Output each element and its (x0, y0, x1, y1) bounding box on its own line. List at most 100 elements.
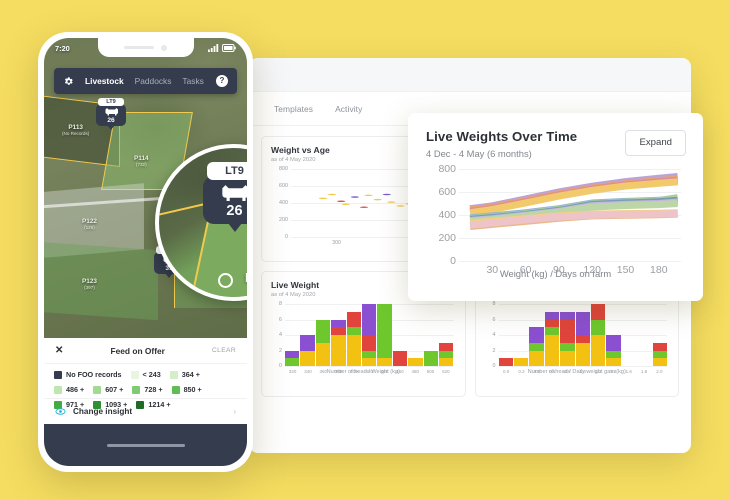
bar-segment (315, 342, 331, 366)
card-live-weights-over-time: Live Weights Over Time 4 Dec - 4 May (6 … (408, 113, 703, 301)
bar-stack[interactable] (590, 304, 606, 366)
bar-stack[interactable] (346, 304, 362, 366)
bar-stack[interactable] (423, 304, 439, 366)
bar-stack[interactable] (560, 304, 575, 366)
y-axis-tick: 4 (279, 332, 282, 338)
x-axis-tick: 1.2 (594, 369, 602, 374)
bar-stack[interactable] (439, 304, 454, 366)
bar-segment (652, 350, 667, 359)
bar-stack[interactable] (622, 304, 636, 366)
axis-caption: Number of head / Daily weight gain (kg) (527, 369, 626, 375)
gridline (459, 261, 681, 262)
bar-stack[interactable] (606, 304, 621, 366)
bar-segment (652, 342, 667, 351)
legend-item[interactable]: 971 + (54, 400, 84, 409)
legend-swatch (54, 400, 62, 409)
bar-stack[interactable] (529, 304, 544, 366)
status-time: 7:20 (55, 43, 70, 53)
bar-segment (439, 342, 454, 351)
legend-item[interactable]: 1214 + (136, 400, 171, 409)
bar-segment (560, 311, 575, 320)
livestock-pin-lt9[interactable]: LT9 26 (96, 98, 126, 126)
help-icon[interactable]: ? (216, 75, 228, 87)
legend-label: 850 + (183, 385, 202, 394)
y-axis-tick: 0 (285, 234, 288, 240)
scatter-point (318, 197, 328, 200)
nav-item-tasks[interactable]: Tasks (182, 76, 204, 86)
scatter-point (341, 203, 350, 206)
bar-stack[interactable] (652, 304, 667, 366)
paddock-name: P122 (82, 218, 97, 225)
tab-templates[interactable]: Templates (274, 103, 314, 114)
bar-segment (346, 311, 362, 328)
bar-stack[interactable] (362, 304, 377, 366)
legend-item[interactable]: 850 + (171, 385, 202, 394)
gridline (285, 366, 454, 367)
bar-stack[interactable] (331, 304, 346, 366)
card-title: Weight vs Age (271, 145, 330, 155)
pin-body: 26 (203, 176, 247, 224)
expand-button-live-weights[interactable]: Expand (625, 130, 686, 156)
legend-item[interactable]: 728 + (132, 385, 163, 394)
paddock-name: P113 (68, 124, 83, 131)
map-magnifier: LT9 26 P114 (732) (155, 144, 247, 301)
y-axis-tick: 2 (279, 347, 282, 354)
bar-segment (439, 350, 454, 359)
bar-stack[interactable] (285, 304, 300, 366)
paddock-shape-p123[interactable] (44, 241, 158, 321)
clear-button[interactable]: CLEAR (212, 347, 236, 354)
legend-swatch (93, 400, 102, 409)
x-axis-tick: 320 (288, 369, 297, 374)
legend-item[interactable]: < 243 (130, 370, 161, 379)
phone-mockup: P113 (No Records) P114 (732) P122 (126) … (38, 32, 253, 472)
close-icon[interactable]: ✕ (55, 345, 64, 356)
bar-segment (544, 311, 560, 320)
bar-stack[interactable] (408, 304, 423, 366)
bar-segment (346, 335, 362, 366)
front-camera (161, 44, 167, 51)
bar-stack[interactable] (637, 304, 651, 366)
line-series (470, 182, 678, 213)
bar-stack[interactable] (315, 304, 331, 366)
bar-stack[interactable] (544, 304, 560, 366)
x-axis-tick: 1.4 (610, 369, 617, 374)
home-indicator[interactable] (106, 443, 185, 447)
change-insight-row[interactable]: Change insight › (44, 398, 247, 424)
y-axis-tick: 800 (279, 166, 288, 172)
nav-item-livestock[interactable]: Livestock (85, 76, 124, 86)
bar-segment (300, 350, 315, 366)
legend-item[interactable]: 364 + (169, 370, 200, 379)
legend-item[interactable]: No FOO records (54, 370, 122, 379)
paddock-label-p114-zoomed: P114 (732) (245, 271, 247, 296)
legend-label: 364 + (181, 370, 200, 379)
chevron-right-icon: › (233, 407, 236, 416)
bar-stack[interactable] (575, 304, 590, 366)
x-axis-tick: 500 (426, 369, 435, 374)
bar-stack[interactable] (498, 304, 513, 366)
bar-stack[interactable] (513, 304, 529, 366)
y-axis-tick: 0 (450, 255, 456, 267)
gear-icon[interactable] (63, 76, 74, 87)
pin-count: 26 (226, 203, 243, 219)
legend-item[interactable]: 486 + (54, 385, 84, 394)
pin-tag-label: LT9 (98, 98, 124, 106)
bar-segment (331, 335, 346, 366)
y-axis-tick: 200 (279, 217, 288, 223)
paddock-label-p123: P123 (397) (82, 278, 97, 291)
tab-activity[interactable]: Activity (335, 103, 363, 114)
legend-item[interactable]: 1093 + (93, 400, 127, 409)
gridline (498, 304, 667, 305)
bar-stack[interactable] (392, 304, 408, 366)
phone-notch (97, 38, 194, 57)
bar-stack[interactable] (300, 304, 315, 366)
livestock-pin-lt9-zoomed[interactable]: LT9 26 (203, 162, 247, 224)
legend-item[interactable]: 607 + (93, 385, 123, 394)
paddock-label-p113: P113 (No Records) (62, 124, 89, 137)
nav-item-paddocks[interactable]: Paddocks (134, 76, 172, 86)
x-axis-tick: 180 (650, 264, 668, 276)
bar-segment (423, 350, 439, 366)
x-axis-tick: 340 (304, 369, 312, 374)
scatter-point (327, 193, 337, 196)
legend-label: 486 + (66, 385, 85, 394)
bar-stack[interactable] (377, 304, 392, 366)
